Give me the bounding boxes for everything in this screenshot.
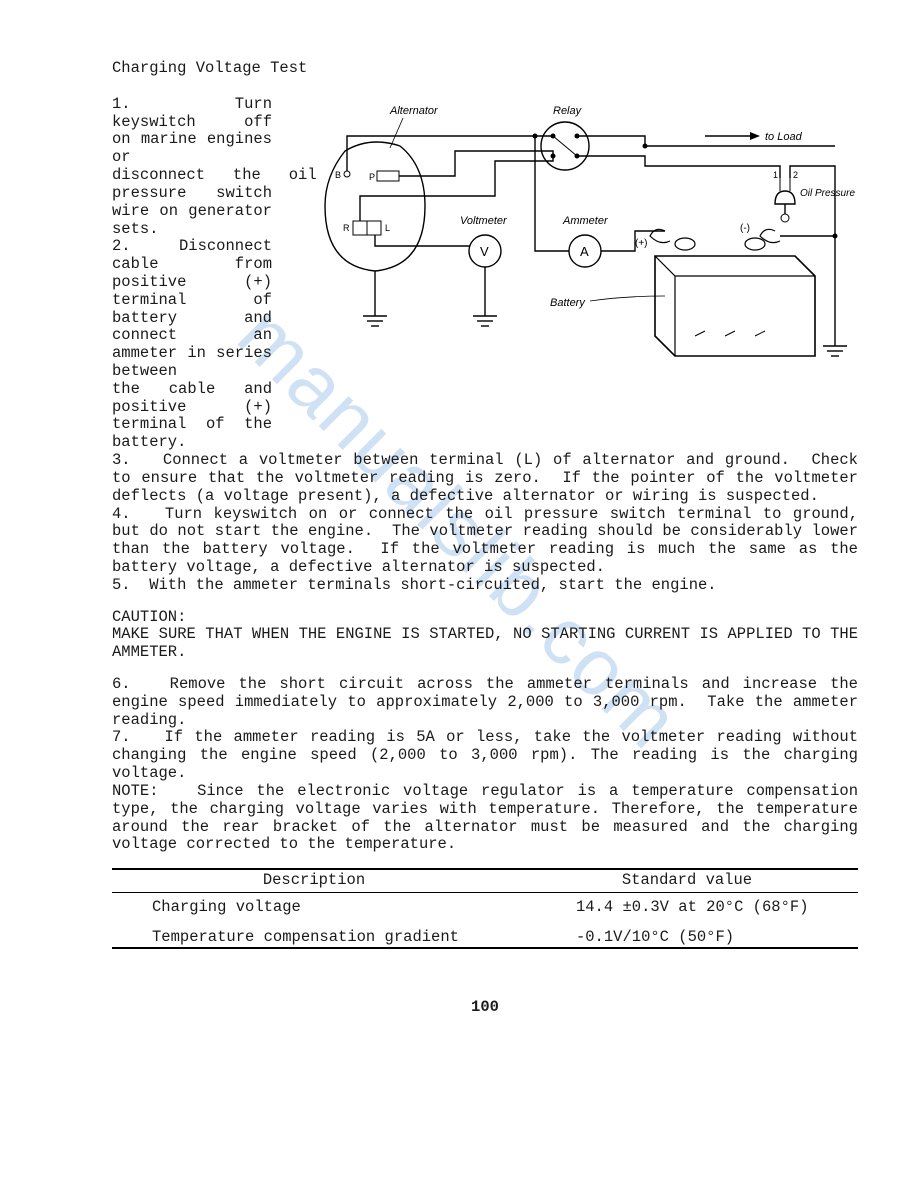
table-cell: 14.4 ±0.3V at 20°C (68°F) (516, 892, 858, 922)
label-to-load: to Load (765, 131, 803, 143)
steps-left-column: 1. Turn keyswitch off on marine engines … (112, 96, 272, 452)
label-two: 2 (793, 170, 798, 180)
table-cell: Charging voltage (112, 892, 516, 922)
page-title: Charging Voltage Test (112, 60, 858, 78)
label-P: P (369, 172, 375, 182)
table-header-val: Standard value (516, 869, 858, 892)
label-ops1: Oil Pressure Switch (800, 188, 858, 199)
standard-values-table: Description Standard value Charging volt… (112, 868, 858, 948)
table-cell: Temperature compensation gradient (112, 923, 516, 948)
label-battery: Battery (550, 297, 586, 309)
label-R: R (343, 223, 350, 233)
label-one: 1 (773, 170, 778, 180)
wiring-diagram: Alternator B P R L (292, 96, 858, 396)
label-plus: (+) (635, 238, 648, 249)
page-number: 100 (112, 999, 858, 1017)
label-V: V (480, 244, 489, 259)
table-cell: -0.1V/10°C (50°F) (516, 923, 858, 948)
steps-3-5: 3. Connect a voltmeter between terminal … (112, 452, 858, 595)
label-minus: (-) (740, 223, 750, 234)
label-voltmeter: Voltmeter (460, 215, 508, 227)
label-relay: Relay (553, 105, 583, 117)
table-header-desc: Description (112, 869, 516, 892)
caution-label: CAUTION: (112, 609, 858, 627)
label-alternator: Alternator (389, 105, 439, 117)
label-A: A (580, 244, 589, 259)
label-ammeter: Ammeter (562, 215, 609, 227)
label-B: B (335, 170, 341, 180)
label-L: L (385, 223, 390, 233)
steps-6-7-note: 6. Remove the short circuit across the a… (112, 676, 858, 854)
caution-text: MAKE SURE THAT WHEN THE ENGINE IS STARTE… (112, 626, 858, 662)
